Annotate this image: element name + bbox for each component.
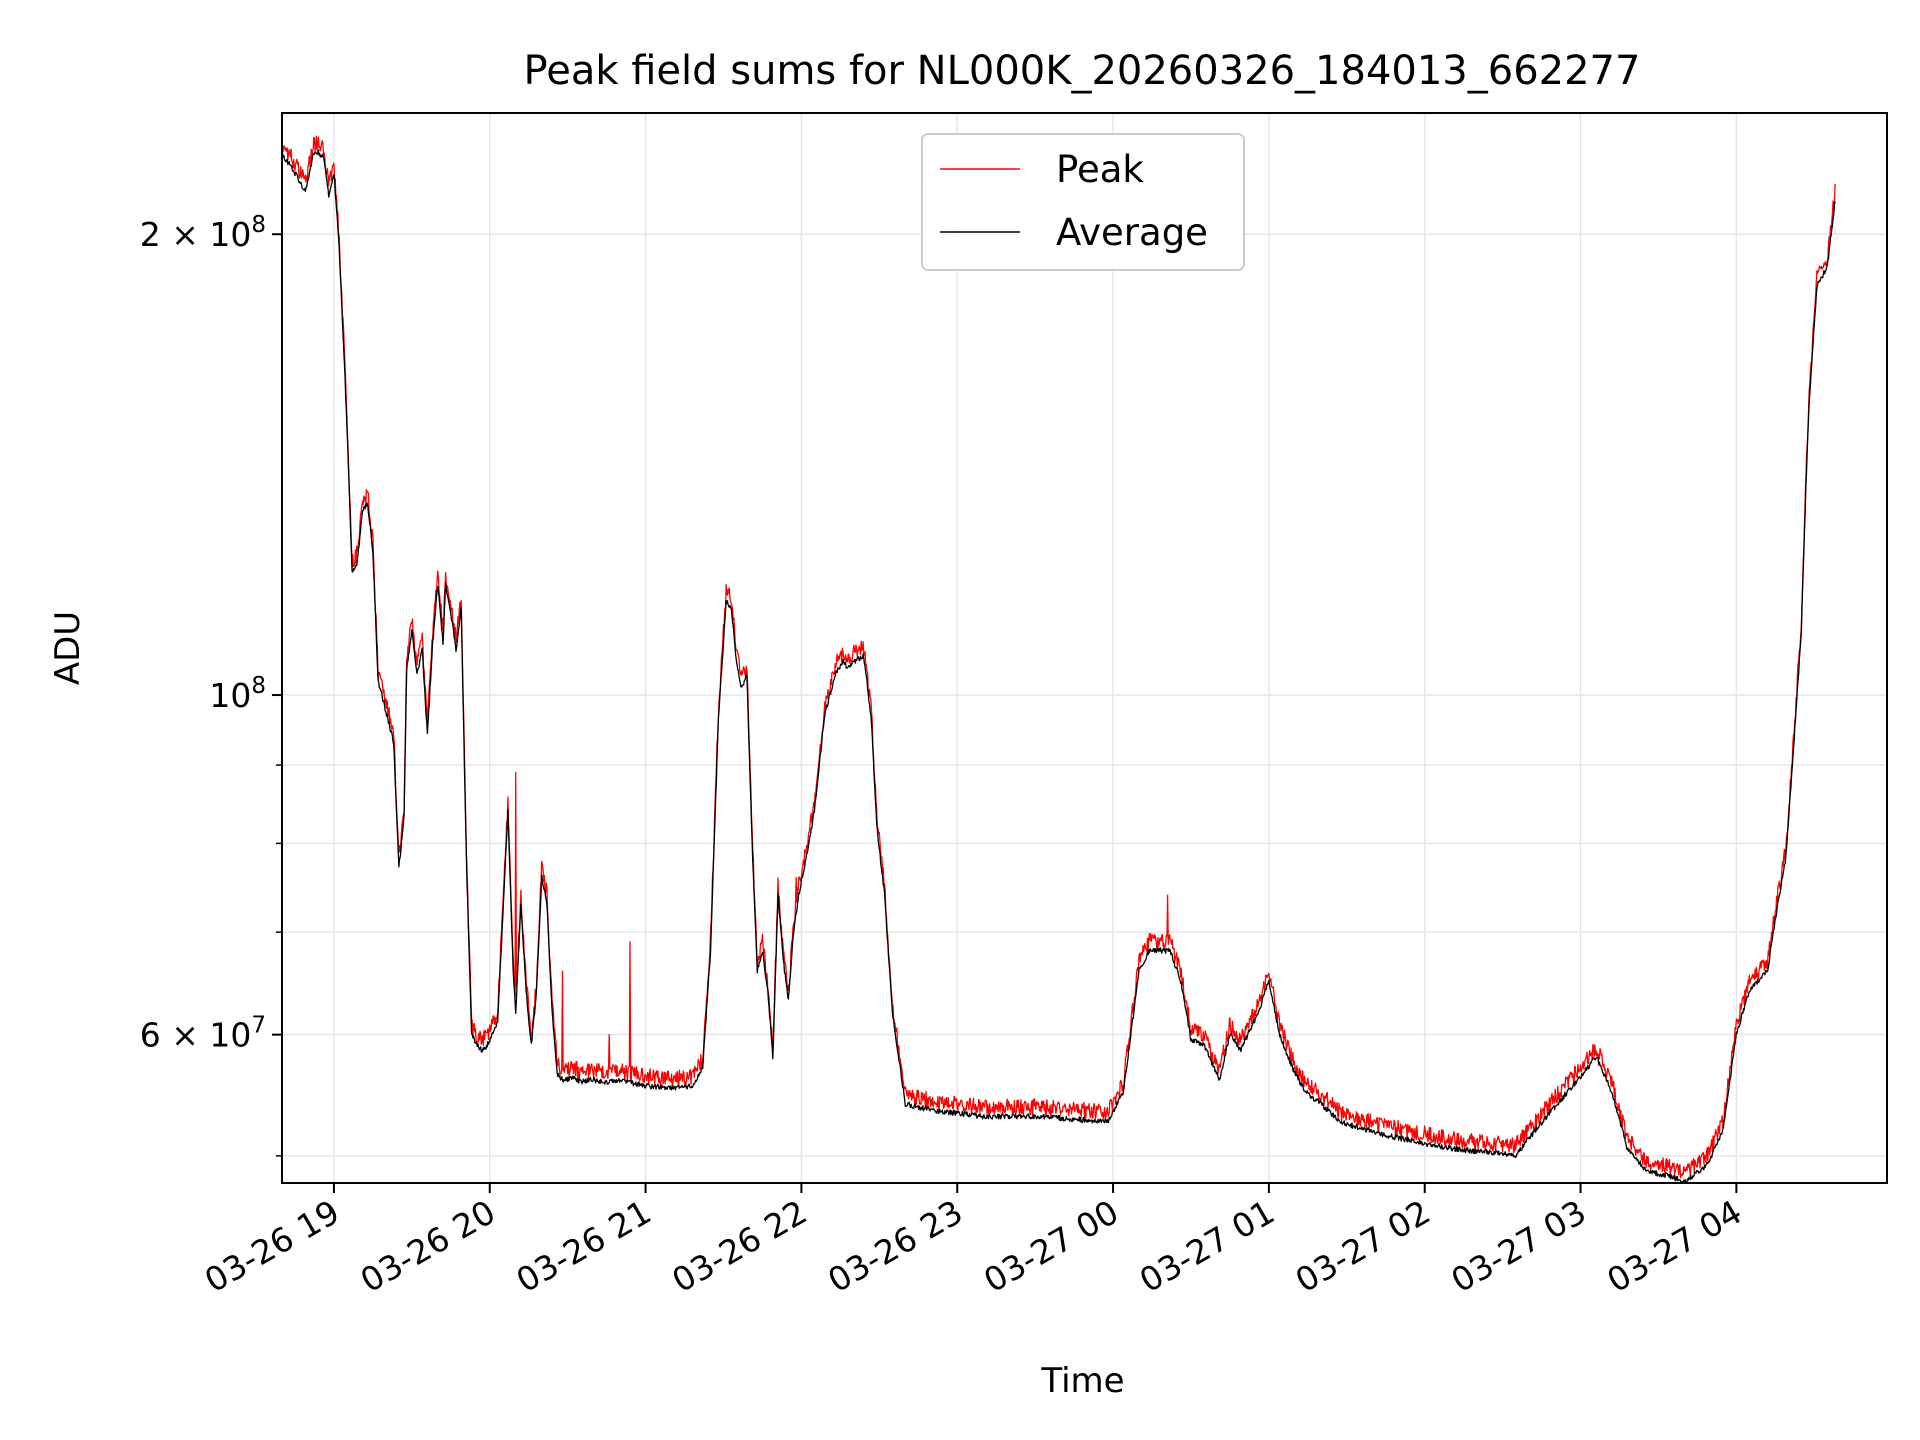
series-line-average xyxy=(282,149,1836,1183)
y-tick-label-exponent: 8 xyxy=(251,212,266,238)
y-tick-label: 108 xyxy=(209,673,266,715)
y-axis-label: ADU xyxy=(48,611,88,685)
plot-frame xyxy=(281,112,1888,1184)
series-layer xyxy=(282,135,1836,1183)
y-tick-label-base: 2 × 10 xyxy=(140,215,252,254)
y-tick-label-exponent: 7 xyxy=(251,1013,266,1039)
legend-label-peak: Peak xyxy=(1056,148,1144,191)
legend: Peak Average xyxy=(921,133,1245,271)
chart-title: Peak field sums for NL000K_20260326_1840… xyxy=(524,48,1641,94)
legend-box xyxy=(921,133,1245,271)
x-axis-label: Time xyxy=(1040,1361,1124,1401)
legend-label-average: Average xyxy=(1056,211,1208,254)
y-tick-label-exponent: 8 xyxy=(251,673,266,699)
y-tick-label: 6 × 107 xyxy=(140,1013,266,1055)
y-tick-label-base: 10 xyxy=(209,676,251,715)
grid-lines xyxy=(282,113,1887,1183)
y-tick-label: 2 × 108 xyxy=(140,212,266,254)
y-tick-label-base: 6 × 10 xyxy=(140,1016,252,1055)
